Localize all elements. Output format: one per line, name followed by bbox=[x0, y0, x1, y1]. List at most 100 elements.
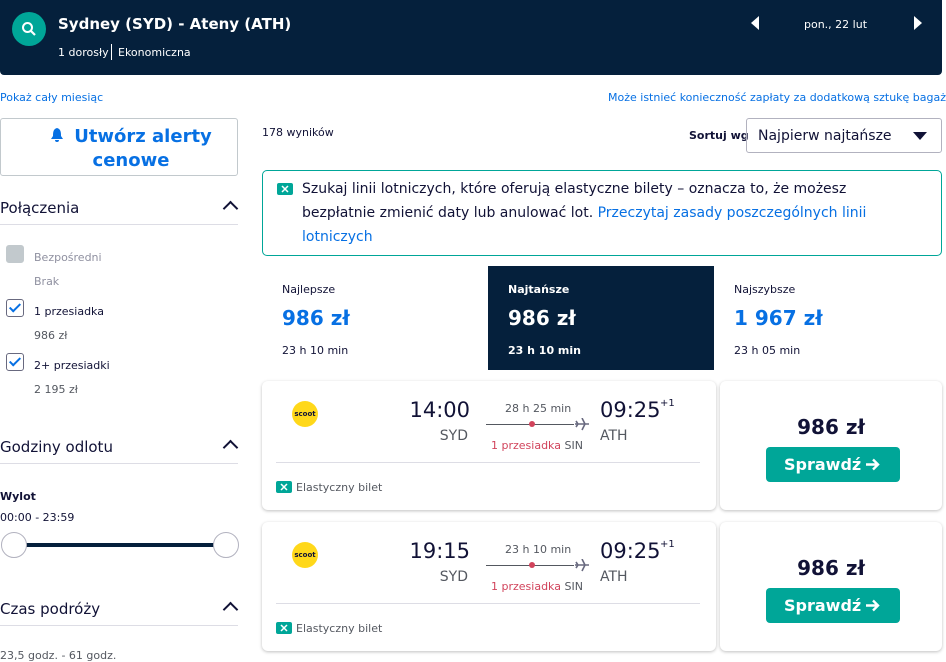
departure-airport: SYD bbox=[439, 428, 468, 444]
sort-tab[interactable]: Najszybsze 1 967 zł 23 h 05 min bbox=[714, 266, 940, 370]
tab-price: 986 zł bbox=[508, 306, 576, 330]
section-title: Czas podróży bbox=[0, 600, 101, 618]
checkbox[interactable] bbox=[6, 299, 24, 317]
price-card: 986 zł Sprawdź bbox=[720, 522, 942, 651]
stop-dot bbox=[529, 562, 535, 568]
sort-select[interactable]: Najpierw najtańsze bbox=[746, 118, 942, 153]
duration: 28 h 25 min bbox=[505, 402, 572, 415]
divider bbox=[0, 463, 238, 464]
check-button[interactable]: Sprawdź bbox=[766, 447, 900, 482]
section-title: Godziny odlotu bbox=[0, 438, 113, 456]
tab-label: Najszybsze bbox=[734, 283, 796, 296]
day-offset: +1 bbox=[660, 398, 675, 409]
arrival-time: 09:25 bbox=[600, 398, 661, 422]
section-title: Połączenia bbox=[0, 199, 80, 217]
arrival-airport: ATH bbox=[600, 428, 628, 444]
header: Sydney (SYD) - Ateny (ATH) 1 dorosły Eko… bbox=[0, 0, 942, 75]
button-label: Sprawdź bbox=[784, 455, 862, 474]
duration-range: 23,5 godz. - 61 godz. bbox=[0, 649, 117, 662]
divider bbox=[0, 224, 238, 225]
airline-logo: scoot bbox=[292, 542, 318, 568]
alert-button[interactable]: Utwórz alerty cenowe bbox=[0, 118, 238, 176]
slider-handle[interactable] bbox=[1, 532, 27, 558]
tab-duration: 23 h 10 min bbox=[282, 344, 349, 357]
bell-icon bbox=[51, 128, 63, 142]
sort-tab[interactable]: Najtańsze 986 zł 23 h 10 min bbox=[488, 266, 714, 370]
sort-value: Najpierw najtańsze bbox=[758, 128, 892, 144]
date[interactable]: pon., 22 lut bbox=[804, 18, 868, 31]
divider bbox=[111, 44, 112, 60]
option-price: 2 195 zł bbox=[34, 383, 78, 396]
info-link[interactable]: Przeczytaj zasady poszczególnych linii l… bbox=[302, 205, 867, 245]
ticket-icon bbox=[277, 183, 293, 195]
price: 986 zł bbox=[797, 415, 865, 439]
arrival-time: 09:25 bbox=[600, 539, 661, 563]
divider bbox=[276, 462, 700, 463]
price: 986 zł bbox=[797, 556, 865, 580]
divider bbox=[276, 603, 700, 604]
collapse-icon[interactable] bbox=[222, 439, 239, 456]
tab-price: 1 967 zł bbox=[734, 306, 823, 330]
cabin[interactable]: Ekonomiczna bbox=[118, 46, 191, 59]
slider-range: 00:00 - 23:59 bbox=[0, 511, 75, 524]
departure-airport: SYD bbox=[439, 569, 468, 585]
next-date[interactable] bbox=[912, 16, 922, 30]
option-label: Bezpośredni bbox=[34, 251, 102, 264]
day-offset: +1 bbox=[660, 539, 675, 550]
arrow-icon bbox=[866, 599, 880, 612]
tab-label: Najlepsze bbox=[282, 283, 336, 296]
divider bbox=[0, 625, 238, 626]
prev-date[interactable] bbox=[751, 16, 761, 30]
sort-tab[interactable]: Najlepsze 986 zł 23 h 10 min bbox=[262, 266, 488, 370]
arrow-icon bbox=[866, 458, 880, 471]
collapse-icon[interactable] bbox=[222, 200, 239, 217]
option-label[interactable]: 1 przesiadka bbox=[34, 305, 104, 318]
sort-label: Sortuj wg bbox=[689, 129, 749, 142]
plane-icon bbox=[575, 559, 589, 572]
dropdown-icon bbox=[913, 132, 927, 140]
ticket-icon bbox=[276, 622, 292, 634]
price-card: 986 zł Sprawdź bbox=[720, 381, 942, 510]
stop-airport: SIN bbox=[564, 580, 583, 593]
stops-count: 1 przesiadka bbox=[491, 439, 561, 452]
route: Sydney (SYD) - Ateny (ATH) bbox=[58, 15, 292, 33]
search-button[interactable] bbox=[12, 12, 46, 46]
stop-airport: SIN bbox=[564, 439, 583, 452]
checkbox[interactable] bbox=[6, 353, 24, 371]
baggage-link[interactable]: Może istnieć konieczność zapłaty za doda… bbox=[608, 91, 946, 104]
results-count: 178 wyników bbox=[262, 126, 334, 139]
stops: 1 przesiadka SIN bbox=[491, 580, 583, 593]
option-label[interactable]: 2+ przesiadki bbox=[34, 359, 110, 372]
flight-card[interactable]: scoot 14:00 SYD 28 h 25 min 1 przesiadka SIN… bbox=[262, 381, 716, 510]
check-button[interactable]: Sprawdź bbox=[766, 588, 900, 623]
button-label: Sprawdź bbox=[784, 596, 862, 615]
slider-track bbox=[14, 543, 226, 547]
plane-icon bbox=[575, 418, 589, 431]
info-box: Szukaj linii lotniczych, które oferują e… bbox=[262, 170, 942, 256]
info-body: Szukaj linii lotniczych, które oferują e… bbox=[302, 181, 847, 221]
slider-label: Wylot bbox=[0, 490, 36, 503]
departure-time: 14:00 bbox=[409, 398, 470, 422]
arrival-airport: ATH bbox=[600, 569, 628, 585]
collapse-icon[interactable] bbox=[222, 601, 239, 618]
tab-price: 986 zł bbox=[282, 306, 350, 330]
flexible-ticket: Elastyczny bilet bbox=[296, 481, 383, 494]
passengers[interactable]: 1 dorosły bbox=[58, 46, 109, 59]
info-text: Szukaj linii lotniczych, które oferują e… bbox=[302, 177, 912, 249]
stop-dot bbox=[529, 421, 535, 427]
airline-logo: scoot bbox=[292, 401, 318, 427]
month-link[interactable]: Pokaż cały miesiąc bbox=[0, 91, 104, 104]
flight-card[interactable]: scoot 19:15 SYD 23 h 10 min 1 przesiadka SIN… bbox=[262, 522, 716, 651]
flexible-ticket: Elastyczny bilet bbox=[296, 622, 383, 635]
ticket-icon bbox=[276, 481, 292, 493]
checkbox bbox=[6, 245, 24, 263]
stops-count: 1 przesiadka bbox=[491, 580, 561, 593]
alert-text: Utwórz alerty cenowe bbox=[74, 126, 212, 171]
tab-duration: 23 h 05 min bbox=[734, 344, 801, 357]
stops: 1 przesiadka SIN bbox=[491, 439, 583, 452]
option-price: 986 zł bbox=[34, 329, 68, 342]
slider-handle[interactable] bbox=[213, 532, 239, 558]
tab-duration: 23 h 10 min bbox=[508, 344, 581, 357]
tab-label: Najtańsze bbox=[508, 283, 570, 296]
